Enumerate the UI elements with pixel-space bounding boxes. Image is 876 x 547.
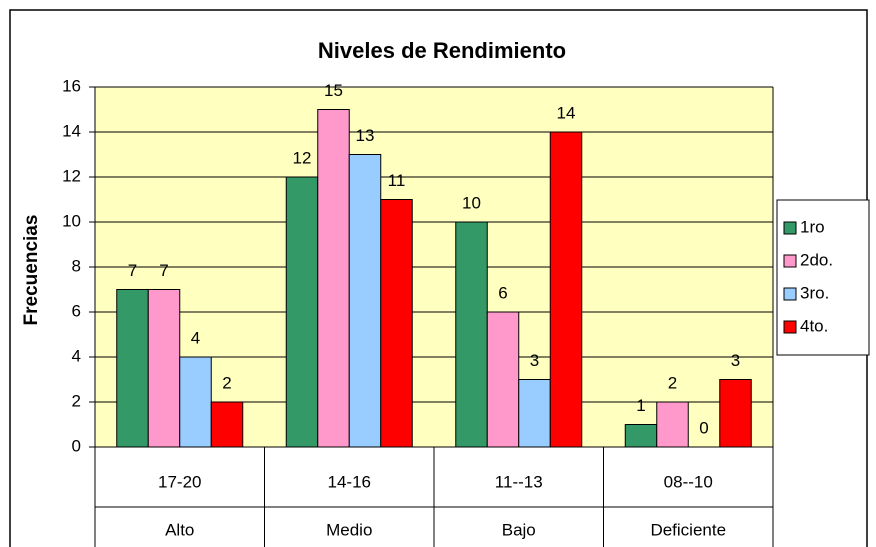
y-tick-label: 10 — [62, 211, 81, 230]
bar — [455, 221, 488, 448]
bar — [147, 289, 181, 448]
y-tick-label: 12 — [62, 166, 81, 185]
data-label: 11 — [388, 171, 406, 190]
legend-label: 4to. — [800, 316, 828, 335]
data-label: 12 — [293, 148, 312, 167]
y-tick-label: 0 — [72, 436, 81, 455]
y-tick-label: 8 — [72, 256, 81, 275]
data-label: 13 — [356, 126, 375, 145]
bar — [518, 379, 551, 448]
y-tick-label: 4 — [72, 346, 81, 365]
x-tick-label: 14-16 — [328, 472, 371, 491]
y-tick-label: 14 — [62, 121, 81, 140]
legend-swatch — [783, 320, 797, 334]
bar — [317, 109, 350, 448]
x-group-label: Medio — [326, 520, 372, 539]
bar — [624, 424, 658, 448]
bar — [549, 131, 583, 448]
legend-label: 2do. — [800, 250, 833, 269]
x-group-label: Deficiente — [650, 520, 726, 539]
legend-swatch — [783, 221, 797, 235]
data-label: 7 — [159, 261, 168, 280]
bar — [348, 154, 382, 448]
legend-swatch — [783, 287, 797, 301]
data-label: 2 — [222, 373, 231, 392]
bar — [486, 311, 520, 448]
x-tick-label: 11--13 — [495, 472, 543, 491]
y-tick-label: 6 — [72, 301, 81, 320]
x-tick-label: 17-20 — [158, 472, 201, 491]
data-label: 3 — [530, 351, 539, 370]
x-group-label: Bajo — [502, 520, 536, 539]
y-axis-label: Frecuencias — [21, 215, 42, 326]
data-label: 0 — [699, 418, 708, 437]
data-label: 15 — [324, 81, 343, 100]
bar — [285, 176, 319, 448]
data-label: 6 — [498, 283, 507, 302]
x-group-label: Alto — [165, 520, 194, 539]
x-tick-label: 08--10 — [664, 472, 713, 491]
data-label: 10 — [462, 193, 481, 212]
data-label: 3 — [731, 351, 740, 370]
data-label: 2 — [668, 373, 677, 392]
bar — [656, 401, 689, 448]
y-tick-label: 2 — [72, 391, 81, 410]
legend-swatch — [783, 254, 797, 268]
bar — [380, 199, 413, 448]
chart-title: Niveles de Rendimiento — [318, 38, 566, 63]
legend-label: 3ro. — [800, 283, 829, 302]
data-label: 1 — [636, 396, 645, 415]
data-label: 7 — [128, 261, 137, 280]
legend-label: 1ro — [800, 217, 825, 236]
bar — [179, 356, 212, 448]
bar — [116, 289, 149, 448]
y-tick-label: 16 — [62, 76, 81, 95]
data-label: 4 — [191, 328, 200, 347]
bar — [210, 401, 244, 448]
data-label: 14 — [557, 103, 576, 122]
bar — [719, 379, 752, 448]
